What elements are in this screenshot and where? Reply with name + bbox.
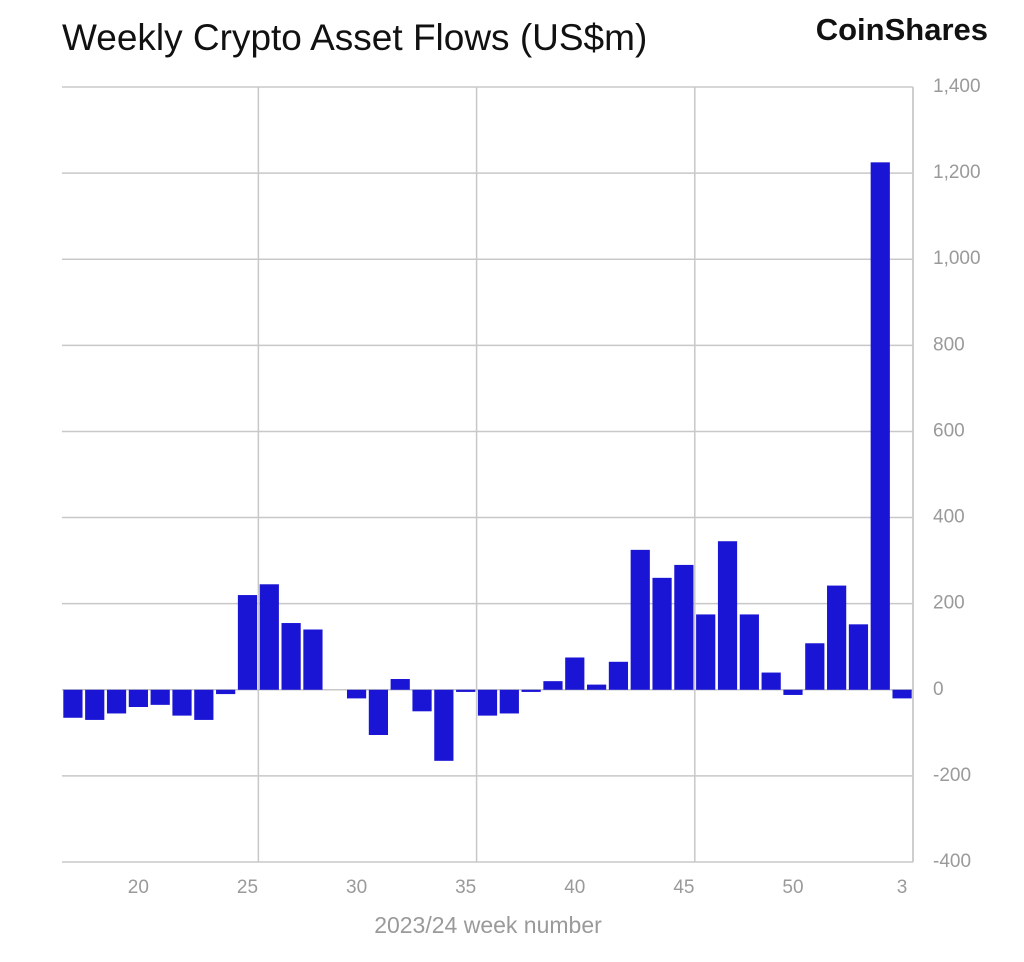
bar [85, 689, 105, 720]
y-tick-label: 800 [933, 334, 965, 355]
bar [630, 549, 650, 690]
bar [150, 689, 170, 705]
bar [827, 585, 847, 690]
bar [674, 564, 694, 690]
bar [216, 689, 236, 695]
bar [368, 689, 388, 735]
bar [717, 541, 738, 690]
bar [761, 672, 781, 690]
bar [303, 629, 323, 690]
bar [499, 689, 519, 714]
bar [128, 689, 148, 707]
bar [521, 689, 541, 692]
bar [237, 595, 258, 690]
bar [608, 661, 629, 690]
y-tick-label: 1,200 [933, 162, 981, 183]
x-tick-label: 20 [128, 877, 149, 898]
y-tick-label: 0 [933, 679, 944, 700]
bar [456, 689, 476, 692]
bar [63, 689, 83, 718]
bar [477, 689, 498, 716]
y-tick-label: 1,000 [933, 248, 981, 269]
x-tick-label: 30 [346, 877, 367, 898]
bar [259, 584, 279, 690]
bar [848, 624, 869, 690]
x-tick-label: 40 [564, 877, 585, 898]
y-tick-label: 200 [933, 593, 965, 614]
y-tick-label: 1,400 [933, 76, 981, 97]
y-tick-label: -400 [933, 851, 971, 872]
bar [390, 679, 410, 690]
bar [106, 689, 127, 714]
bar [805, 643, 825, 690]
y-tick-label: 600 [933, 420, 965, 441]
bar [194, 689, 214, 720]
x-tick-label: 35 [455, 877, 476, 898]
y-tick-label: -200 [933, 765, 971, 786]
bar [892, 689, 912, 699]
y-tick-label: 400 [933, 507, 965, 528]
x-tick-label: 25 [237, 877, 258, 898]
bar [281, 623, 301, 690]
bar [652, 577, 672, 690]
bar [346, 689, 367, 699]
bar [172, 689, 192, 716]
x-tick-label: 3 [897, 877, 908, 898]
bar [543, 681, 563, 690]
brand: CoinShares [816, 12, 988, 47]
bar [587, 684, 607, 690]
bar [412, 689, 432, 712]
chart-title: Weekly Crypto Asset Flows (US$m) [62, 17, 647, 58]
bar [739, 614, 759, 690]
x-axis-label: 2023/24 week number [374, 912, 602, 938]
bar [434, 689, 454, 761]
bar [696, 614, 716, 690]
bar [870, 162, 890, 690]
bar [783, 689, 803, 695]
bar [565, 657, 585, 690]
x-tick-label: 45 [673, 877, 694, 898]
x-tick-label: 50 [782, 877, 803, 898]
